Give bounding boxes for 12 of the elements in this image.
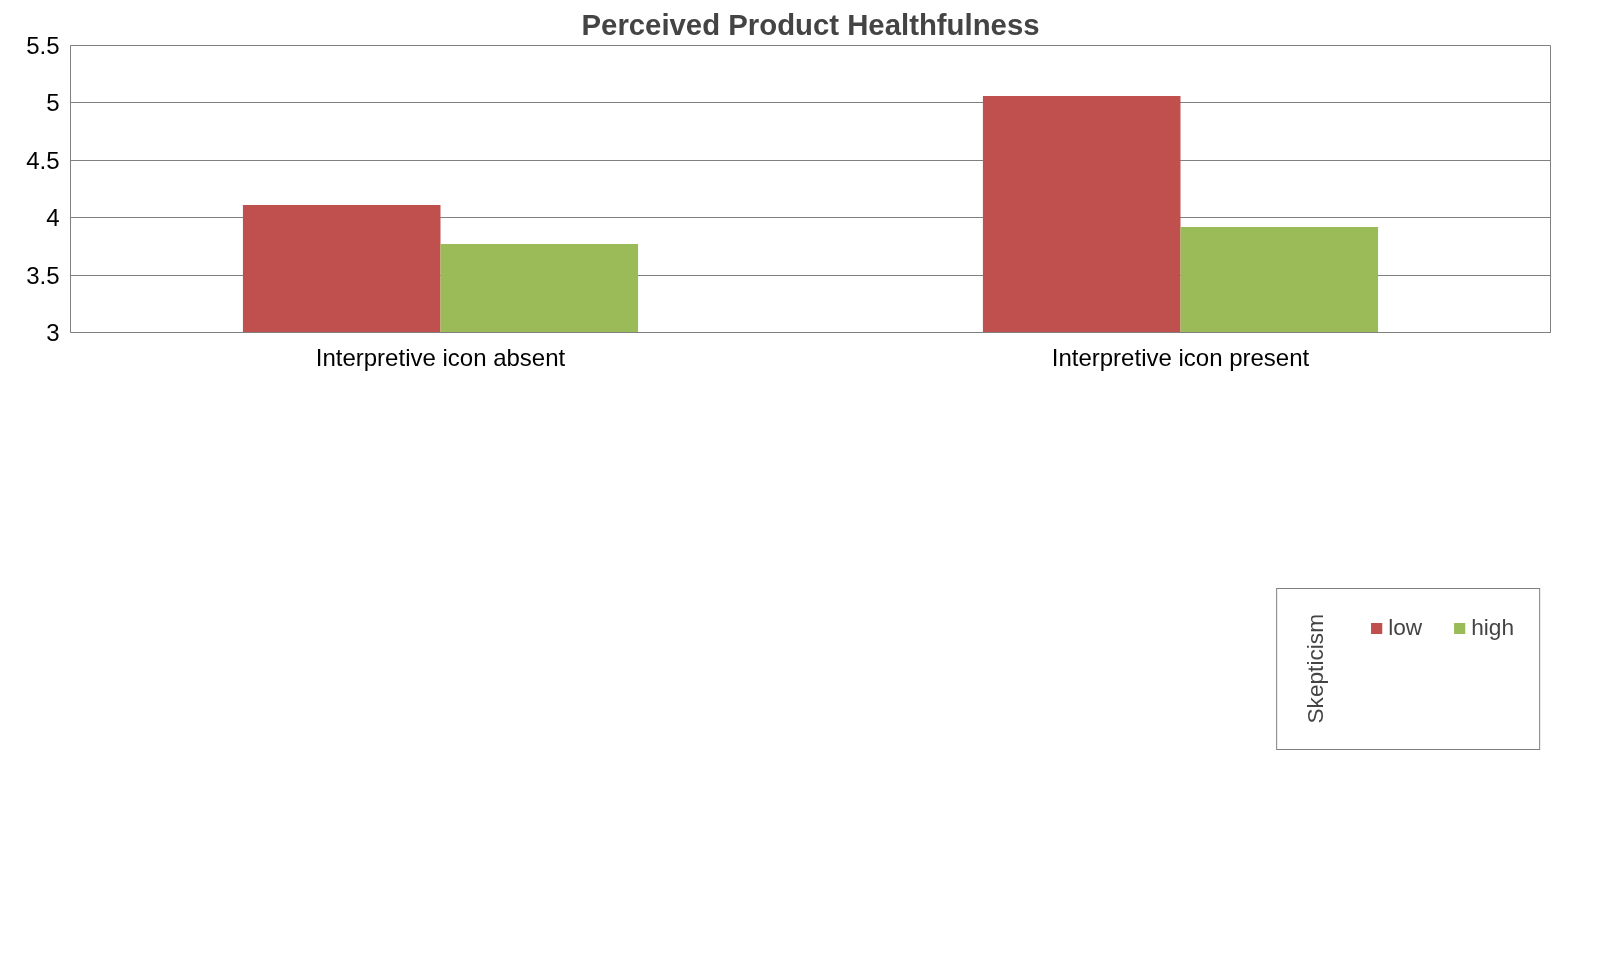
legend-title: Skepticism: [1302, 614, 1330, 724]
y-tick-label: 5.5: [26, 32, 60, 59]
x-tick-label: Interpretive icon absent: [315, 343, 566, 371]
chart-title: Perceived Product Healthfulness: [581, 7, 1040, 41]
y-tick-label: 3.5: [26, 261, 60, 289]
y-tick-label: 3: [46, 319, 60, 346]
y-tick-label: 4.5: [26, 146, 60, 174]
x-tick-label: Interpretive icon present: [1051, 343, 1310, 371]
legend-label: low: [1388, 614, 1423, 642]
legend-label: high: [1471, 614, 1514, 642]
y-tick-label: 5: [46, 89, 60, 117]
y-tick-label: 4: [46, 204, 60, 232]
